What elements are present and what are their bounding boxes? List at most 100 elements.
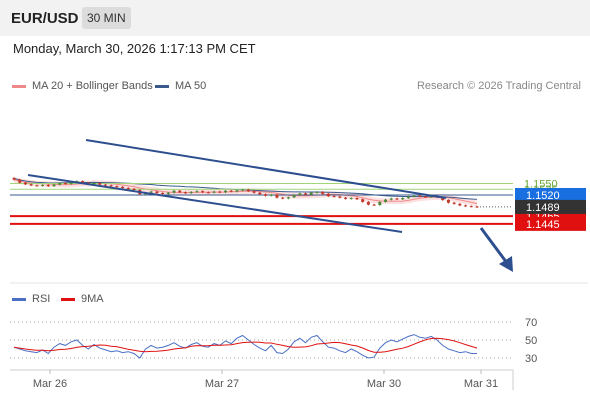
credit-text: Research © 2026 Trading Central bbox=[416, 80, 581, 92]
candle bbox=[69, 182, 73, 184]
candle bbox=[452, 202, 456, 204]
legend-ma20: MA 20 + Bollinger Bands bbox=[12, 80, 153, 92]
candle bbox=[161, 193, 165, 195]
candle bbox=[286, 197, 290, 199]
ma50-swatch bbox=[155, 84, 169, 88]
pair-title: EUR/USD bbox=[11, 10, 79, 27]
x-tick-label: Mar 30 bbox=[367, 378, 401, 390]
candle bbox=[229, 190, 233, 192]
ma9-swatch bbox=[61, 297, 75, 301]
candle bbox=[258, 192, 262, 195]
ma20-label: MA 20 + Bollinger Bands bbox=[32, 80, 153, 92]
candle bbox=[384, 199, 388, 202]
level-label-0: 1.1550 bbox=[524, 178, 558, 190]
candle bbox=[121, 186, 125, 189]
legend-ma50: MA 50 bbox=[155, 80, 206, 92]
trendline-lower bbox=[27, 174, 403, 233]
candle bbox=[281, 197, 285, 199]
ma50-line bbox=[13, 177, 478, 200]
rsi-line bbox=[13, 334, 477, 359]
candle bbox=[52, 184, 56, 187]
candle bbox=[81, 181, 85, 183]
candle bbox=[332, 196, 336, 198]
candle bbox=[298, 193, 302, 195]
candle bbox=[344, 197, 348, 199]
candle bbox=[98, 183, 102, 185]
legend-9ma: 9MA bbox=[61, 293, 104, 305]
candle bbox=[378, 201, 382, 206]
candle bbox=[264, 194, 268, 196]
candle bbox=[395, 198, 399, 200]
rsi-ma-line bbox=[13, 337, 478, 353]
candle bbox=[183, 192, 187, 194]
candle bbox=[103, 184, 107, 186]
x-tick-label: Mar 27 bbox=[205, 378, 239, 390]
candle bbox=[275, 194, 279, 198]
candle bbox=[418, 195, 422, 197]
candle bbox=[464, 205, 468, 207]
candle bbox=[23, 182, 27, 185]
candle bbox=[132, 188, 136, 190]
level-badge-4 bbox=[515, 216, 586, 231]
candle bbox=[126, 188, 130, 190]
candle bbox=[338, 196, 342, 198]
candle bbox=[401, 198, 405, 200]
candle bbox=[178, 190, 182, 193]
trendline-upper bbox=[85, 139, 447, 199]
ma50-label: MA 50 bbox=[175, 80, 207, 92]
candle bbox=[292, 195, 296, 198]
candle bbox=[372, 204, 376, 206]
candle bbox=[441, 197, 445, 201]
legend-rsi: RSI bbox=[12, 293, 50, 305]
candle bbox=[321, 191, 325, 194]
candle bbox=[115, 186, 119, 188]
candle bbox=[424, 196, 428, 198]
candle bbox=[155, 191, 159, 194]
candle bbox=[46, 184, 50, 187]
candle bbox=[12, 178, 16, 180]
candle bbox=[412, 195, 416, 197]
projection-arrow-head bbox=[499, 256, 513, 272]
candle bbox=[304, 193, 308, 195]
candle bbox=[166, 192, 170, 194]
candle bbox=[469, 206, 473, 208]
candle bbox=[41, 184, 45, 186]
header-bar: EUR/USD 30 MIN bbox=[0, 0, 590, 36]
candle bbox=[315, 191, 319, 193]
current-price-badge bbox=[515, 199, 586, 214]
candle bbox=[429, 196, 433, 198]
candle bbox=[109, 185, 113, 187]
candle bbox=[389, 198, 393, 200]
candle bbox=[246, 189, 250, 192]
rsi-tick-70: 70 bbox=[525, 317, 537, 329]
rsi-tick-50: 50 bbox=[525, 335, 537, 347]
candle bbox=[195, 191, 199, 193]
rsi-label: RSI bbox=[32, 293, 51, 305]
ma9-label: 9MA bbox=[81, 293, 104, 305]
candle bbox=[235, 190, 239, 192]
x-tick-label: Mar 26 bbox=[33, 378, 67, 390]
candle bbox=[223, 190, 227, 193]
candle bbox=[206, 192, 210, 194]
x-tick-label: Mar 31 bbox=[464, 378, 498, 390]
candle bbox=[58, 183, 62, 185]
candle bbox=[355, 198, 359, 200]
candle bbox=[92, 183, 96, 185]
candle bbox=[212, 191, 216, 193]
candle bbox=[309, 192, 313, 195]
candle bbox=[475, 206, 479, 208]
candle bbox=[172, 190, 176, 193]
projection-arrow-line bbox=[479, 227, 509, 264]
candle bbox=[446, 200, 450, 203]
candle bbox=[361, 199, 365, 202]
candle bbox=[269, 194, 273, 196]
candle bbox=[29, 184, 33, 186]
candle bbox=[189, 191, 193, 194]
candle bbox=[63, 183, 67, 185]
level-badge-2 bbox=[515, 188, 586, 202]
timeframe-badge[interactable]: 30 MIN bbox=[82, 7, 131, 29]
candle bbox=[18, 179, 22, 183]
rsi-swatch bbox=[12, 297, 26, 301]
candle bbox=[35, 185, 39, 187]
